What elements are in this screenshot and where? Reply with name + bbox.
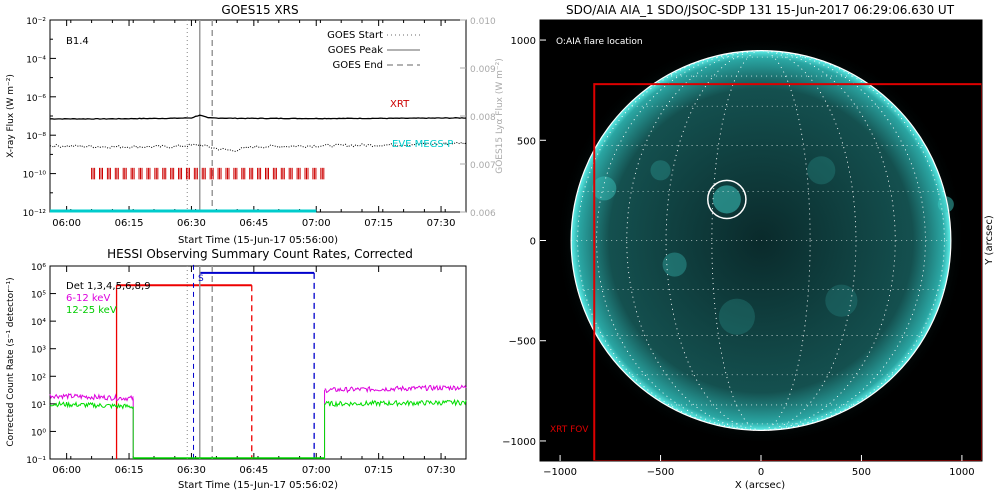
hessi-title: HESSI Observing Summary Count Rates, Cor… — [107, 247, 413, 261]
solar-disk — [571, 50, 951, 431]
goes-xlabel: Start Time (15-Jun-17 05:56:00) — [178, 235, 338, 246]
goes-xrs-panel: GOES15 XRS 06:00 06:15 06:30 06:45 07:00 07:1… — [6, 3, 505, 246]
aia-y-tick-label: 1000 — [511, 36, 536, 47]
aia-image-panel: SDO/AIA AIA_1 SDO/JSOC-SDP 131 15-Jun-20… — [502, 3, 995, 491]
hessi-x-tick-label: 07:00 — [302, 465, 331, 476]
hessi-12-25kev-trace — [324, 398, 467, 408]
hessi-x-tick-label: 07:30 — [427, 465, 456, 476]
aia-x-tick-label: −500 — [647, 467, 674, 478]
hessi-x-tick-label: 06:15 — [115, 465, 144, 476]
hessi-saa-label: S — [198, 274, 204, 284]
goes-y-tick-label: 10⁻⁸ — [26, 132, 46, 142]
xrt-series-label: XRT — [390, 99, 410, 110]
goes-y2-tick-label: 0.008 — [470, 113, 496, 123]
aia-x-tick-label: −1000 — [543, 467, 577, 478]
legend-goes-peak: GOES Peak — [328, 45, 383, 56]
goes-y2-tick-label: 0.010 — [470, 17, 496, 27]
longitude-line — [711, 50, 811, 431]
goes-x-tick-label: 06:00 — [52, 218, 81, 229]
active-region-patch — [937, 196, 954, 213]
goes-x-tick-label: 07:00 — [302, 218, 331, 229]
goes-y2-tick-label: 0.006 — [470, 209, 496, 219]
goes-x-tick-label: 07:30 — [427, 218, 456, 229]
aia-x-tick-label: 1000 — [949, 467, 974, 478]
xrt-fov-box — [593, 83, 982, 461]
goes-plot-frame — [49, 19, 467, 213]
active-region-patch — [650, 160, 671, 181]
hessi-y-tick-label: 10⁴ — [31, 318, 46, 328]
hessi-detectors-label: Det 1,3,4,5,6,8,9 — [66, 281, 151, 292]
aia-y-tick-label: −500 — [509, 337, 536, 348]
hessi-y-tick-label: 10⁰ — [31, 428, 46, 438]
aia-ylabel: Y (arcsec) — [984, 215, 995, 266]
hessi-x-tick-label: 06:00 — [52, 465, 81, 476]
aia-flare-label: O:AIA flare location — [556, 37, 643, 47]
hessi-x-tick-label: 06:45 — [239, 465, 268, 476]
longitude-line — [626, 50, 896, 431]
hessi-legend-12-25: 12-25 keV — [66, 305, 117, 316]
hessi-y-tick-label: 10³ — [31, 346, 46, 356]
goes-y2-tick-label: 0.007 — [470, 161, 496, 171]
hessi-y-tick-label: 10⁶ — [31, 263, 46, 273]
eve-series-label: EVE MEGS-P — [392, 139, 453, 150]
hessi-y-tick-label: 10¹ — [31, 401, 46, 411]
longitude-line — [665, 50, 857, 431]
goes-y-tick-label: 10⁻² — [26, 17, 46, 27]
hessi-ylabel: Corrected Count Rate (s⁻¹ detector⁻¹) — [6, 277, 16, 446]
active-region-patch — [807, 156, 836, 185]
solar-limb — [570, 50, 952, 431]
goes-legend: GOES Start GOES Peak GOES End — [327, 30, 420, 71]
aia-y-tick-label: 0 — [530, 237, 536, 248]
hessi-x-tick-label: 07:15 — [364, 465, 393, 476]
goes-title: GOES15 XRS — [221, 3, 298, 17]
goes-x-tick-label: 06:15 — [115, 218, 144, 229]
hessi-legend-6-12: 6-12 keV — [66, 293, 110, 304]
hessi-plot-frame — [49, 265, 467, 460]
hessi-panel: HESSI Observing Summary Count Rates, Cor… — [6, 247, 467, 491]
goes-ylabel: X-ray Flux (W m⁻²) — [6, 74, 16, 158]
goes-x-tick-label: 07:15 — [364, 218, 393, 229]
goes-y-tick-label: 10⁻⁶ — [26, 94, 46, 104]
active-region-patch — [718, 298, 755, 335]
hessi-y-tick-label: 10⁵ — [31, 291, 46, 301]
active-region-patch — [592, 176, 617, 201]
goes-y-tick-label: 10⁻⁴ — [26, 55, 46, 65]
hessi-y-tick-label: 10² — [31, 373, 46, 383]
hessi-12-25kev-trace — [49, 400, 134, 410]
goes-x-tick-label: 06:45 — [239, 218, 268, 229]
active-region-patch — [825, 284, 858, 317]
hessi-6-12kev-trace — [324, 384, 467, 394]
aia-fov-label: XRT FOV — [550, 425, 589, 435]
active-region-patch — [712, 185, 741, 214]
hessi-xlabel: Start Time (15-Jun-17 05:56:02) — [178, 480, 338, 491]
aia-x-tick-label: 500 — [852, 467, 871, 478]
hessi-y-tick-label: 10⁻¹ — [26, 456, 46, 466]
aia-x-tick-label: 0 — [758, 467, 764, 478]
goes-long-channel-curve — [49, 114, 466, 120]
goes-class-annotation: B1.4 — [66, 36, 89, 47]
legend-goes-start: GOES Start — [327, 30, 383, 41]
goes-y2-tick-label: 0.009 — [470, 65, 496, 75]
aia-y-tick-label: 500 — [517, 136, 536, 147]
hessi-x-tick-label: 06:30 — [177, 465, 206, 476]
aia-title: SDO/AIA AIA_1 SDO/JSOC-SDP 131 15-Jun-20… — [566, 3, 955, 17]
aia-y-tick-label: −1000 — [502, 437, 536, 448]
flare-location-circle — [707, 179, 747, 220]
goes-x-tick-label: 06:30 — [177, 218, 206, 229]
hessi-6-12kev-trace — [49, 393, 134, 402]
legend-goes-end: GOES End — [333, 60, 383, 71]
aia-xlabel: X (arcsec) — [735, 480, 785, 491]
goes-y2label: GOES15 Lyα Flux (W m⁻²) — [495, 58, 505, 174]
goes-y-tick-label: 10⁻¹² — [23, 209, 47, 219]
goes-y-tick-label: 10⁻¹⁰ — [23, 171, 47, 181]
active-region-patch — [662, 252, 687, 277]
